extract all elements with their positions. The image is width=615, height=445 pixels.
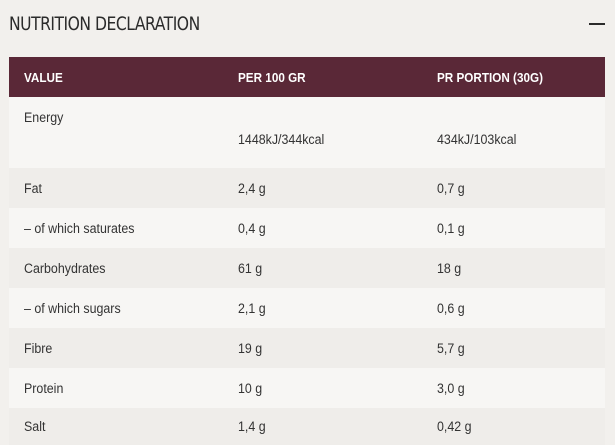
table-row: – of which saturates 0,4 g 0,1 g [9,208,605,248]
nutrient-name: Carbohydrates [9,248,223,288]
nutrient-name: Fibre [9,328,223,368]
collapse-button[interactable] [587,14,607,34]
nutrient-name: – of which saturates [9,208,223,248]
nutrition-table: VALUE PER 100 GR PR PORTION (30G) Energy… [9,57,605,445]
value-per-100gr: 1,4 g [223,408,422,445]
column-header-per-100gr: PER 100 GR [223,57,422,97]
value-per-portion: 5,7 g [422,328,605,368]
value-per-portion: 18 g [422,248,605,288]
value-per-portion: 0,6 g [422,288,605,328]
value-per-100gr: 2,4 g [223,168,422,208]
column-header-value: VALUE [9,57,223,97]
value-per-100gr: 61 g [223,248,422,288]
value-per-100gr: 1448kJ/344kcal [223,97,422,168]
table-row: – of which sugars 2,1 g 0,6 g [9,288,605,328]
value-per-100gr: 0,4 g [223,208,422,248]
table-row: Fibre 19 g 5,7 g [9,328,605,368]
table-row: Protein 10 g 3,0 g [9,368,605,408]
value-per-portion: 0,1 g [422,208,605,248]
table-row: Salt 1,4 g 0,42 g [9,408,605,445]
value-per-100gr: 19 g [223,328,422,368]
nutrition-section-header[interactable]: NUTRITION DECLARATION [0,0,615,52]
table-row: Energy 1448kJ/344kcal 434kJ/103kcal [9,97,605,168]
nutrient-name: Fat [9,168,223,208]
value-per-portion: 0,7 g [422,168,605,208]
table-row: Fat 2,4 g 0,7 g [9,168,605,208]
nutrient-name: Energy [9,97,223,168]
column-header-per-portion: PR PORTION (30G) [422,57,605,97]
value-per-portion: 0,42 g [422,408,605,445]
value-per-portion: 434kJ/103kcal [422,97,605,168]
value-per-100gr: 2,1 g [223,288,422,328]
value-per-portion: 3,0 g [422,368,605,408]
section-title: NUTRITION DECLARATION [9,13,200,35]
value-per-100gr: 10 g [223,368,422,408]
minus-icon [589,23,605,25]
table-header-row: VALUE PER 100 GR PR PORTION (30G) [9,57,605,97]
nutrient-name: Protein [9,368,223,408]
nutrient-name: Salt [9,408,223,445]
nutrient-name: – of which sugars [9,288,223,328]
table-row: Carbohydrates 61 g 18 g [9,248,605,288]
